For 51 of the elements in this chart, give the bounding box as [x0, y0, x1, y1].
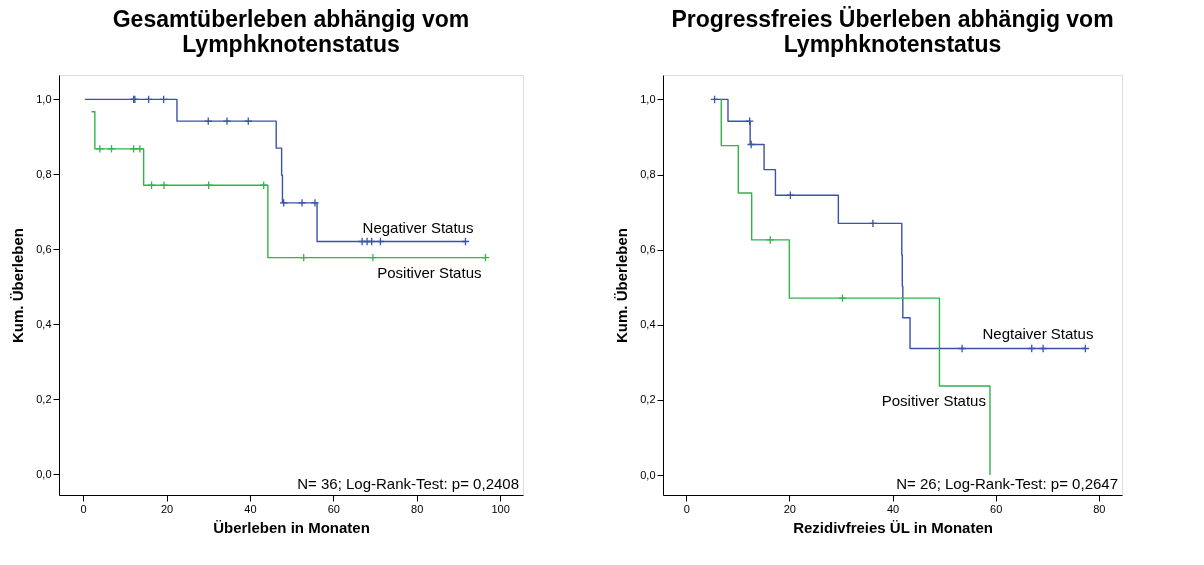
x-tick-label: 0 — [80, 502, 87, 515]
x-tick-label: 100 — [491, 502, 510, 515]
x-tick-label: 20 — [783, 502, 796, 515]
point — [368, 253, 378, 262]
point — [279, 198, 289, 208]
point — [243, 116, 253, 126]
annotation: N= 26; Log-Rank-Test: p= 0,2647 — [896, 475, 1118, 492]
series-label: Positiver Status — [377, 263, 482, 281]
annotation: N= 36; Log-Rank-Test: p= 0,2408 — [297, 475, 519, 492]
x-tick-label: 20 — [160, 502, 174, 515]
x-tick-label: 60 — [990, 502, 1003, 515]
point — [159, 180, 169, 190]
point — [310, 198, 320, 208]
y-axis-title: Kum. Überleben — [613, 227, 631, 344]
point — [203, 116, 213, 126]
y-tick-label: 0,8 — [640, 168, 656, 181]
series-label: Negativer Status — [362, 218, 474, 236]
y-tick-label: 0,4 — [640, 318, 656, 331]
y-tick-label: 0,6 — [36, 242, 52, 255]
x-axis-title: Rezidivfreies ÜL in Monaten — [793, 518, 993, 536]
point — [107, 144, 116, 154]
y-tick-label: 0,2 — [640, 393, 656, 406]
y-tick-label: 0,2 — [36, 392, 52, 405]
y-tick-label: 0,0 — [36, 467, 52, 480]
series-label: Positiver Status — [881, 392, 986, 410]
point — [765, 235, 775, 245]
point — [297, 198, 307, 208]
y-axis-title: Kum. Überleben — [9, 227, 27, 344]
y-tick-label: 0,6 — [640, 243, 656, 256]
x-tick-label: 80 — [1093, 502, 1106, 515]
x-tick-label: 0 — [683, 502, 690, 515]
point — [135, 144, 145, 154]
x-tick-label: 40 — [886, 502, 900, 515]
y-tick-label: 1,0 — [640, 92, 656, 105]
x-axis-title: Überleben in Monaten — [213, 518, 370, 536]
series-label: Negtaiver Status — [982, 325, 1094, 343]
y-tick-label: 0,8 — [36, 167, 52, 180]
y-tick-label: 1,0 — [36, 92, 52, 105]
point — [838, 293, 847, 303]
point — [957, 344, 967, 353]
point — [1038, 344, 1048, 353]
point — [95, 144, 105, 154]
x-tick-label: 60 — [327, 502, 340, 515]
x-tick-label: 40 — [244, 502, 257, 515]
point — [129, 144, 138, 154]
point — [222, 116, 232, 126]
y-tick-label: 0,4 — [36, 317, 52, 330]
y-tick-label: 0,0 — [640, 468, 656, 481]
chart-title: Progressfreies Überleben abhängig vom Lymphknotenstatus — [671, 6, 1114, 57]
x-tick-label: 80 — [411, 502, 424, 515]
chart-title: Gesamtüberleben abhängig vom Lymphknotenstatus — [112, 6, 470, 57]
